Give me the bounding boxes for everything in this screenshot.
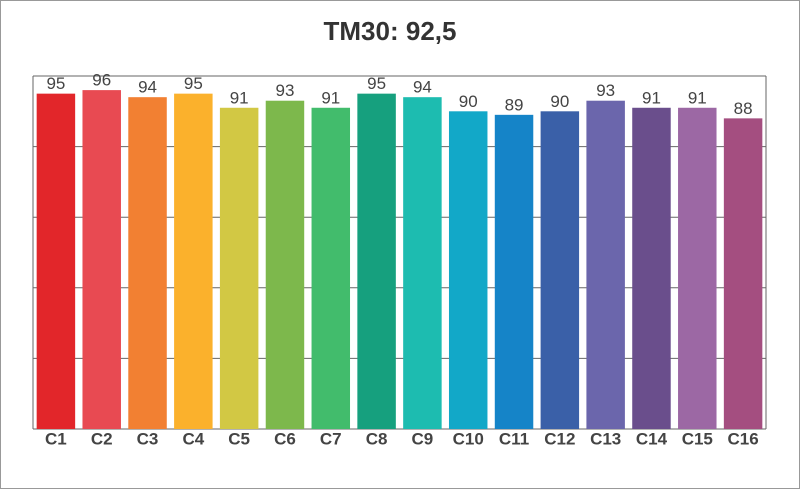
bar xyxy=(540,111,580,430)
bar xyxy=(448,111,488,430)
x-tick-label: C5 xyxy=(228,429,250,448)
bar xyxy=(219,107,259,430)
bar xyxy=(494,114,534,429)
value-label: 89 xyxy=(505,95,524,114)
value-label: 90 xyxy=(459,92,478,111)
chart-title: TM30: 92,5 xyxy=(324,16,457,46)
value-label: 95 xyxy=(46,74,65,93)
x-tick-label: C6 xyxy=(274,429,296,448)
x-tick-label: C14 xyxy=(636,429,668,448)
bar xyxy=(82,90,121,430)
value-label: 90 xyxy=(550,92,569,111)
value-label: 91 xyxy=(642,88,661,107)
bar xyxy=(723,118,763,430)
bar xyxy=(311,107,351,430)
x-tick-label: C16 xyxy=(728,429,759,448)
value-label: 93 xyxy=(596,81,615,100)
bar xyxy=(128,97,167,430)
x-tick-label: C10 xyxy=(453,429,484,448)
value-label: 91 xyxy=(321,88,340,107)
bar xyxy=(265,100,305,430)
value-label: 95 xyxy=(367,74,386,93)
bar xyxy=(36,93,76,430)
value-label: 93 xyxy=(276,81,295,100)
value-label: 94 xyxy=(413,78,432,97)
x-tick-label: C2 xyxy=(91,429,113,448)
bar xyxy=(632,107,671,430)
x-tick-label: C11 xyxy=(499,429,529,448)
value-label: 96 xyxy=(92,71,111,90)
value-label: 91 xyxy=(230,88,249,107)
x-tick-label: C1 xyxy=(45,429,67,448)
x-tick-label: C13 xyxy=(590,429,621,448)
x-tick-label: C4 xyxy=(182,429,204,448)
x-tick-label: C8 xyxy=(366,429,388,448)
bar xyxy=(403,97,442,430)
x-tick-label: C12 xyxy=(544,429,575,448)
value-label: 91 xyxy=(688,88,707,107)
x-tick-label: C15 xyxy=(682,429,713,448)
bar xyxy=(357,93,396,430)
bar xyxy=(678,107,717,430)
x-tick-label: C7 xyxy=(320,429,342,448)
value-label: 94 xyxy=(138,78,157,97)
value-label: 95 xyxy=(184,74,203,93)
bar xyxy=(174,93,213,430)
bar xyxy=(586,100,625,430)
x-tick-label: C3 xyxy=(137,429,159,448)
x-tick-label: C9 xyxy=(412,429,434,448)
value-label: 88 xyxy=(734,99,753,118)
